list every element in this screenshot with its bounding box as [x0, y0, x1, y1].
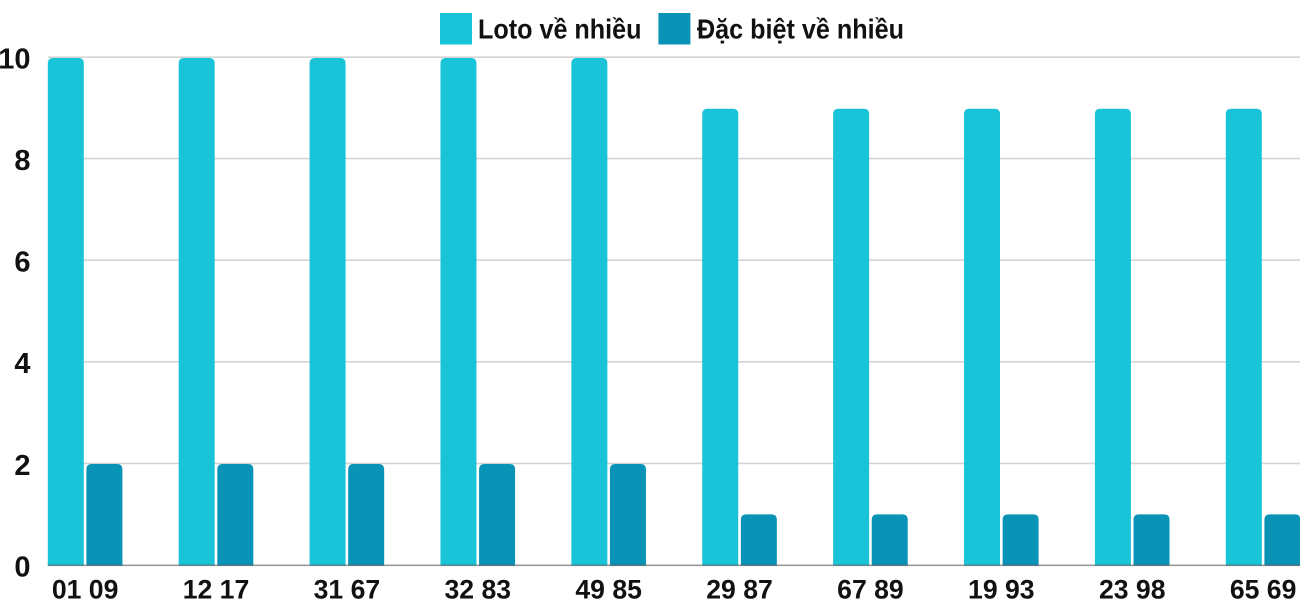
- svg-text:Loto về nhiều: Loto về nhiều: [478, 13, 642, 44]
- svg-text:2: 2: [14, 450, 30, 482]
- svg-text:23 98: 23 98: [1099, 574, 1166, 600]
- svg-text:8: 8: [14, 145, 30, 177]
- svg-text:29 87: 29 87: [706, 574, 773, 600]
- svg-text:65 69: 65 69: [1230, 574, 1297, 600]
- svg-text:01 09: 01 09: [52, 574, 119, 600]
- svg-text:31 67: 31 67: [314, 574, 381, 600]
- svg-text:49 85: 49 85: [575, 574, 642, 600]
- svg-text:6: 6: [14, 247, 30, 279]
- svg-text:Đặc biệt về nhiều: Đặc biệt về nhiều: [697, 13, 904, 44]
- svg-text:32 83: 32 83: [444, 574, 511, 600]
- svg-text:0: 0: [14, 551, 30, 583]
- svg-text:10: 10: [0, 44, 31, 76]
- svg-text:4: 4: [14, 348, 30, 380]
- svg-text:19 93: 19 93: [968, 574, 1035, 600]
- svg-text:67 89: 67 89: [837, 574, 904, 600]
- svg-text:12 17: 12 17: [183, 574, 250, 600]
